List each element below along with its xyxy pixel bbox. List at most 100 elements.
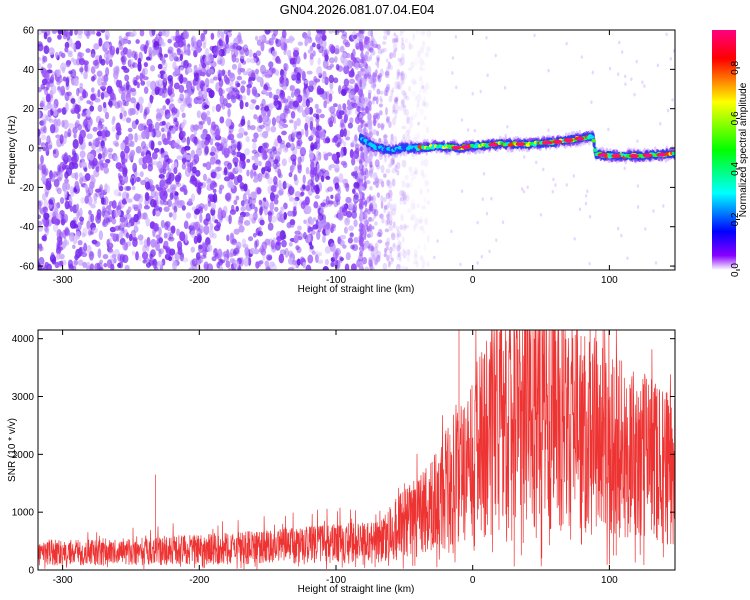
spectrogram-cell xyxy=(145,262,152,268)
spectrogram-cell xyxy=(397,83,403,91)
spectrogram-cell xyxy=(210,171,217,179)
spectrogram-cell xyxy=(265,266,271,270)
spectrogram-cell xyxy=(82,261,88,268)
spectrogram-cell xyxy=(225,118,232,128)
spectrogram-cell xyxy=(303,52,307,60)
spectrogram-cell xyxy=(334,182,340,190)
spectrogram-cell xyxy=(88,210,92,216)
spectrogram-cell xyxy=(139,240,144,246)
spectrogram-cell xyxy=(374,159,380,168)
y-tick-label: 3000 xyxy=(12,392,35,403)
spectrogram-cell xyxy=(237,67,242,75)
spectrogram-cell xyxy=(92,240,99,246)
spectrogram-cell xyxy=(273,159,279,165)
spectrogram-cell xyxy=(389,260,393,265)
spectrogram-cell xyxy=(377,49,383,55)
spectrogram-cell xyxy=(150,80,157,91)
spectrogram-cell xyxy=(277,190,284,196)
spectrogram-cell xyxy=(319,30,326,39)
spectrogram-cell xyxy=(399,72,405,81)
spectrogram-cell xyxy=(383,138,388,144)
spectrogram-cell xyxy=(337,114,343,120)
spectrogram-cell xyxy=(334,164,340,173)
spectrogram-cell xyxy=(305,115,311,124)
spectrogram-cell xyxy=(72,150,77,158)
spectrogram-cell xyxy=(413,224,416,232)
spectrogram-cell xyxy=(392,243,396,252)
spectrogram-cell xyxy=(359,228,364,236)
spectrogram-cell xyxy=(421,172,425,179)
spectrogram-cell xyxy=(366,156,371,164)
spectrogram-cell xyxy=(399,224,404,231)
spectrogram-cell xyxy=(460,189,464,194)
spectrogram-cell xyxy=(624,74,627,79)
spectrogram-cell xyxy=(335,63,340,71)
spectrogram-cell xyxy=(358,239,363,244)
spectrogram-cell xyxy=(90,174,95,181)
spectrogram-cell xyxy=(284,247,289,258)
spectrogram-cell xyxy=(38,220,43,226)
spectrogram-cell xyxy=(386,179,391,187)
spectrogram-cell xyxy=(68,195,72,202)
spectrogram-cell xyxy=(269,150,275,160)
spectrogram-cell xyxy=(393,100,399,106)
spectrogram-cell xyxy=(130,140,135,148)
spectrogram-cell xyxy=(402,197,407,205)
spectrogram-cell xyxy=(125,232,130,239)
spectrogram-cell xyxy=(324,258,330,266)
spectrogram-cell xyxy=(347,122,353,129)
spectrogram-cell xyxy=(235,205,239,212)
spectrogram-cell xyxy=(142,45,147,51)
spectrogram-cell xyxy=(133,213,139,223)
spectrogram-cell xyxy=(190,227,197,232)
spectrogram-cell xyxy=(203,89,208,100)
spectrogram-cell xyxy=(105,66,110,77)
spectrogram-cell xyxy=(59,161,66,167)
spectrogram-cell xyxy=(145,192,149,202)
spectrogram-cell xyxy=(100,140,105,147)
spectrogram-cell xyxy=(523,155,526,159)
spectrogram-cell xyxy=(391,208,397,216)
spectrogram-cell xyxy=(368,259,373,268)
spectrogram-cell xyxy=(162,30,167,37)
spectrogram-cell xyxy=(168,159,173,164)
spectrogram-cell xyxy=(346,210,353,218)
spectrogram-cell xyxy=(353,34,358,40)
spectrogram-cell xyxy=(419,188,423,196)
spectrogram-cell xyxy=(417,121,420,126)
spectrogram-cell xyxy=(71,172,77,179)
spectrogram-cell xyxy=(392,221,396,229)
spectrogram-cell xyxy=(258,35,265,41)
spectrogram-cell xyxy=(392,104,396,113)
spectrogram-cell xyxy=(57,34,62,40)
spectrogram-cell xyxy=(174,68,179,76)
spectrogram-cell xyxy=(64,200,70,210)
spectrogram-cell xyxy=(291,129,297,139)
spectrogram-cell xyxy=(271,117,277,127)
spectrogram-cell xyxy=(209,151,215,156)
spectrogram-cell xyxy=(77,239,83,246)
spectrogram-cell xyxy=(236,82,241,88)
spectrogram-cell xyxy=(352,203,358,213)
spectrogram-cell xyxy=(336,143,340,148)
spectrogram-cell xyxy=(133,176,138,181)
spectrogram-cell xyxy=(227,30,232,33)
spectrogram-ylabel: Frequency (Hz) xyxy=(7,116,18,185)
spectrogram-cell xyxy=(220,41,226,47)
spectrogram-cell xyxy=(383,30,388,35)
spectrogram-cell xyxy=(192,265,196,270)
spectrogram-cell xyxy=(143,86,149,95)
spectrogram-cell xyxy=(113,70,119,80)
spectrogram-cell xyxy=(96,70,103,77)
spectrogram-cell xyxy=(116,130,122,136)
spectrogram-cell xyxy=(84,184,89,190)
spectrogram-cell xyxy=(198,90,203,98)
spectrogram-cell xyxy=(206,110,210,116)
spectrogram-cell xyxy=(337,211,344,221)
spectrogram-cell xyxy=(90,66,96,74)
spectrogram-cell xyxy=(85,189,91,198)
spectrogram-cell xyxy=(156,108,161,114)
spectrogram-cell xyxy=(261,241,268,251)
spectrogram-cell xyxy=(290,110,296,119)
spectrogram-cell xyxy=(367,30,372,37)
